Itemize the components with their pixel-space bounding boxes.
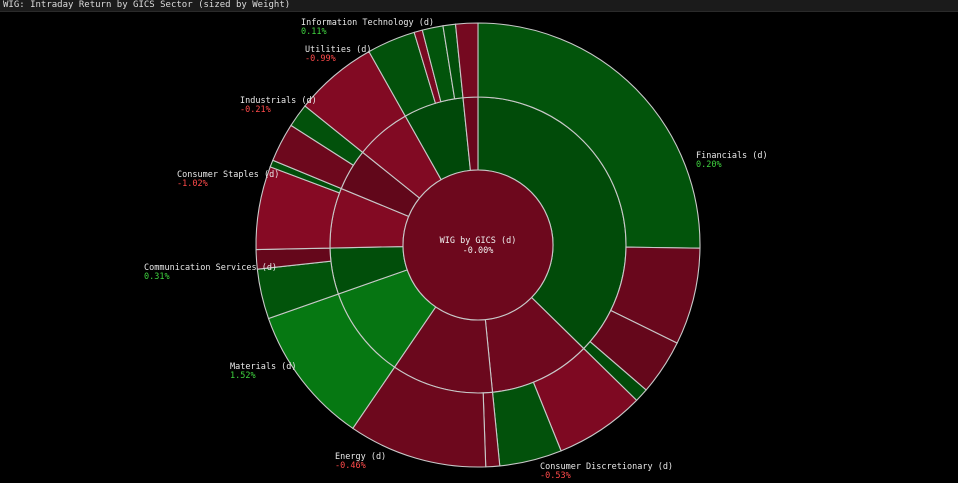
sector-label: Consumer Discretionary (d) bbox=[540, 462, 673, 472]
center-value: -0.00% bbox=[463, 246, 494, 256]
sector-label: Financials (d) bbox=[696, 151, 768, 161]
center-label: WIG by GICS (d) bbox=[440, 236, 517, 246]
subsector-segment bbox=[477, 22, 701, 249]
sector-label: Energy (d) bbox=[335, 452, 386, 462]
title-bar: WIG: Intraday Return by GICS Sector (siz… bbox=[0, 0, 958, 12]
sector-return: 0.31% bbox=[144, 272, 170, 282]
sector-label: Information Technology (d) bbox=[301, 18, 434, 28]
sector-label: Communication Services (d) bbox=[144, 263, 277, 273]
sector-return: -0.53% bbox=[540, 471, 571, 481]
sector-return: -1.02% bbox=[177, 179, 208, 189]
subsector-ring bbox=[255, 22, 701, 468]
sector-return: 0.20% bbox=[696, 160, 722, 170]
sector-labels: Financials (d)0.20% Consumer Discretionar… bbox=[144, 18, 768, 481]
sector-return: -0.21% bbox=[240, 105, 271, 115]
sector-ring bbox=[329, 96, 627, 394]
sector-return: 1.52% bbox=[230, 371, 256, 381]
chart-title: WIG: Intraday Return by GICS Sector (siz… bbox=[3, 0, 291, 10]
sector-label: Industrials (d) bbox=[240, 96, 317, 106]
sector-label: Utilities (d) bbox=[305, 45, 372, 55]
subsector-segment bbox=[454, 22, 479, 99]
sector-return: 0.11% bbox=[301, 27, 327, 37]
sector-return: -0.99% bbox=[305, 54, 336, 64]
sector-label: Consumer Staples (d) bbox=[177, 170, 279, 180]
sector-label: Materials (d) bbox=[230, 362, 297, 372]
center-disc bbox=[402, 169, 554, 321]
sector-return: -0.46% bbox=[335, 461, 366, 471]
